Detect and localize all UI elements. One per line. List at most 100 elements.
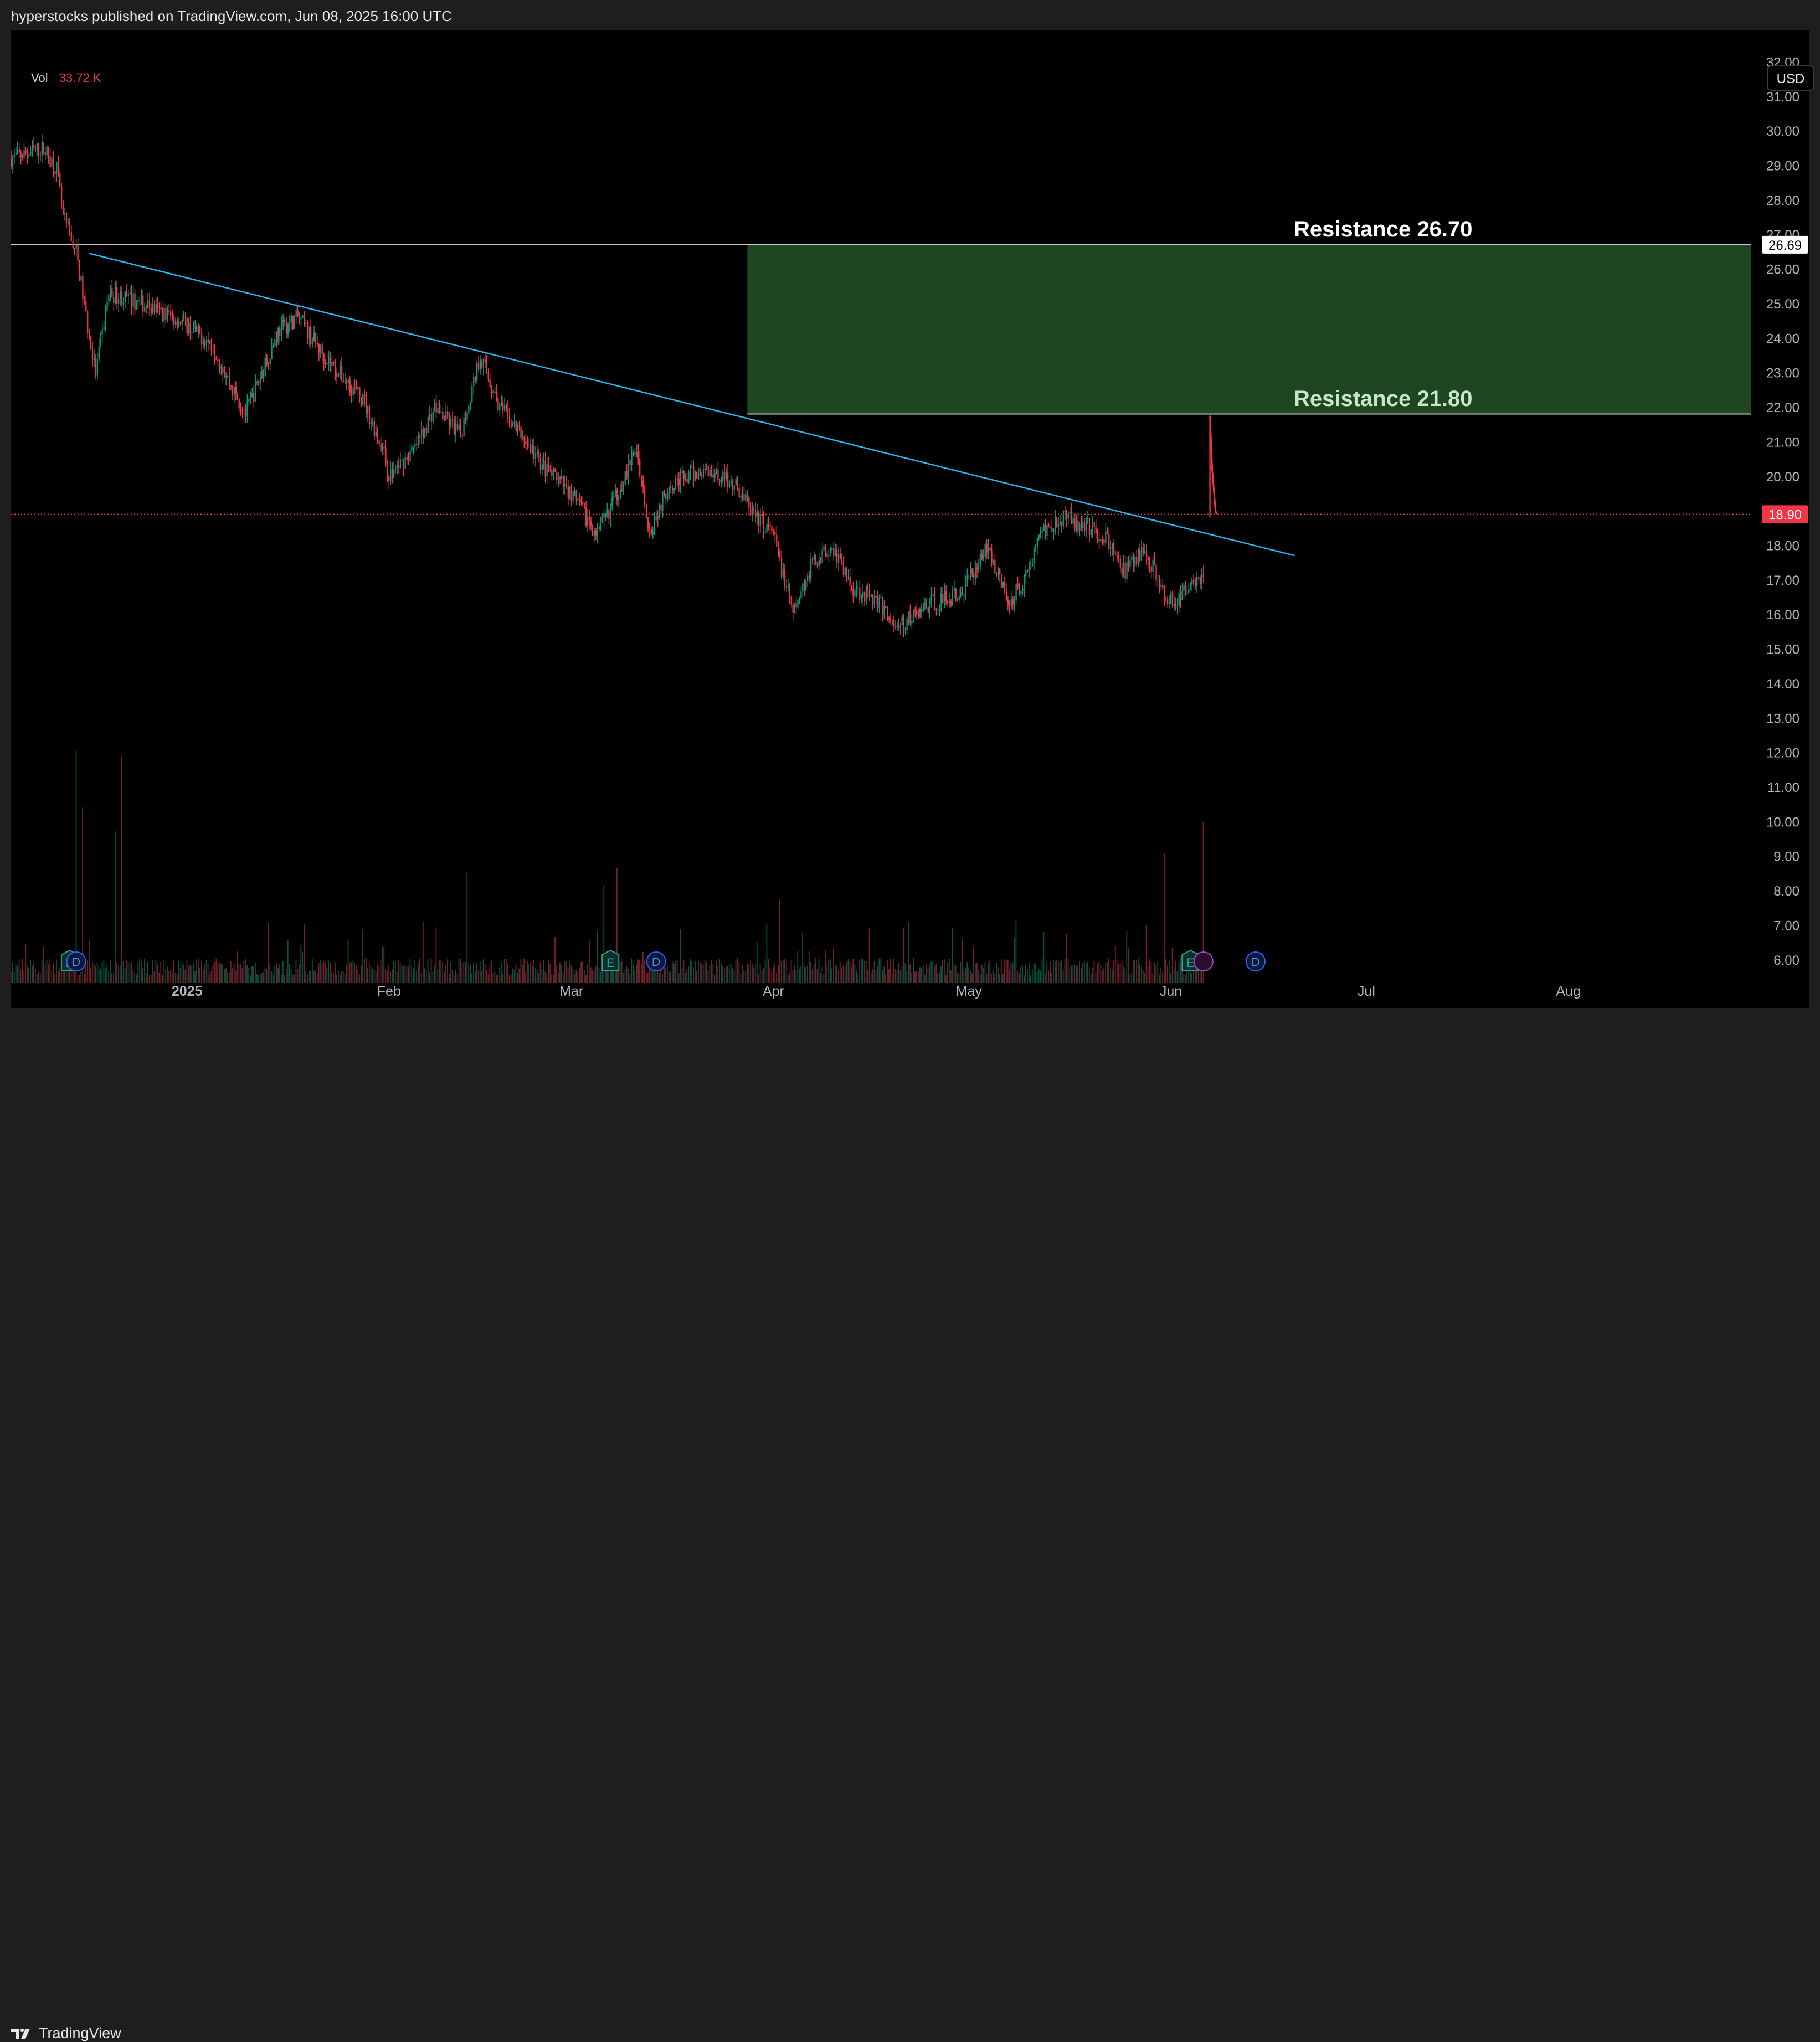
candle-body [681,471,683,474]
candle-body [339,366,341,374]
candle-body [919,608,921,617]
volume-bar [281,975,282,983]
dividend-icon[interactable] [66,951,86,971]
candle-body [593,530,595,536]
candle-body [398,465,400,468]
candle-body [1038,535,1040,538]
y-tick-label: 24.00 [1766,331,1800,346]
volume-bar [450,962,451,983]
price-chart[interactable]: 6.007.008.009.0010.0011.0012.0013.0014.0… [11,30,1809,1008]
candle-body [484,359,486,363]
volume-bar [1183,974,1185,983]
volume-bar [69,966,70,983]
volume-bar [101,961,103,983]
volume-bar [751,963,753,983]
candle-body [160,307,162,310]
descending-trendline[interactable] [89,253,1295,557]
tradingview-brand-text: TradingView [39,2025,121,2041]
volume-bar [743,970,745,983]
volume-bar [1152,973,1154,983]
volume-bar [587,964,588,983]
volume-bar [1055,961,1056,983]
volume-bar [880,959,882,983]
currency-button[interactable]: USD [1767,65,1814,91]
volume-bar [1007,960,1009,983]
candle-body [274,339,276,346]
candle-body [162,309,163,321]
chart-area[interactable]: 6.00 7.00 8.00 9.00 10.00 11.00 12.00 13.00 14.0… [11,30,1814,1008]
candle-body [575,490,577,499]
volume-bar [852,958,854,983]
candle-body [626,471,628,477]
volume-bar [1192,966,1194,983]
resistance-upper-price-badge-bg [1762,235,1808,254]
volume-bar [549,964,551,983]
volume-bar [352,961,354,983]
candle-body [479,360,481,369]
volume-bar [728,964,730,983]
volume-bar [451,969,453,983]
candle-body [601,517,603,521]
volume-bar [136,974,137,983]
volume-bar [496,975,497,983]
volume-bar [373,968,375,983]
volume-bar [440,960,442,983]
x-tick-label: Apr [763,984,784,999]
split-icon[interactable] [1193,951,1214,971]
volume-bar [111,973,113,983]
volume-bar [748,964,749,983]
tradingview-brand[interactable]: TradingView [11,2025,121,2042]
candle-body [1009,605,1011,607]
candle-body [771,526,773,531]
volume-bar [802,933,804,983]
candle-body [1159,580,1160,586]
candle-body [1118,555,1120,559]
candle-body [963,594,965,596]
candle-body [976,567,978,570]
candle-body [950,600,952,605]
volume-bar [204,964,205,983]
volume-bar [1110,968,1111,983]
candle-body [1017,584,1019,588]
candle-body [297,310,299,317]
candle-body [238,399,240,409]
volume-bar [51,971,53,983]
volume-bar [888,969,890,983]
candle-body [908,611,909,619]
candle-body [549,469,551,471]
volume-bar [300,945,302,983]
candle-body [1014,600,1015,605]
volume-bar [408,966,409,983]
dividend-icon[interactable] [646,951,666,971]
volume-bar [250,975,251,983]
candle-body [706,466,707,470]
candle-body [342,380,345,382]
volume-bar [854,964,856,983]
dividend-icon-label: D [1251,956,1259,969]
candle-body [1022,589,1024,591]
candle-body [909,611,911,624]
volume-bar [85,959,86,983]
dividend-icon[interactable] [1245,951,1266,971]
earnings-icon[interactable] [601,949,620,971]
volume-bar [237,951,238,983]
volume-bar [323,960,325,983]
candle-body [465,418,466,421]
volume-bar [574,973,575,983]
candle-body [1136,556,1138,565]
volume-bar [1170,973,1171,983]
candle-body [79,260,80,281]
candle-body [15,153,17,155]
volume-bar [1067,958,1069,983]
volume-bar [725,966,727,983]
candle-body [773,531,774,532]
volume-bar [548,960,549,983]
candle-body [512,424,514,427]
candle-body [91,349,94,360]
volume-bar [497,975,499,983]
volume-bar [723,967,725,983]
volume-bar [750,960,751,983]
candle-body [127,294,129,296]
volume-bar [991,973,993,983]
candle-body [1129,560,1131,567]
